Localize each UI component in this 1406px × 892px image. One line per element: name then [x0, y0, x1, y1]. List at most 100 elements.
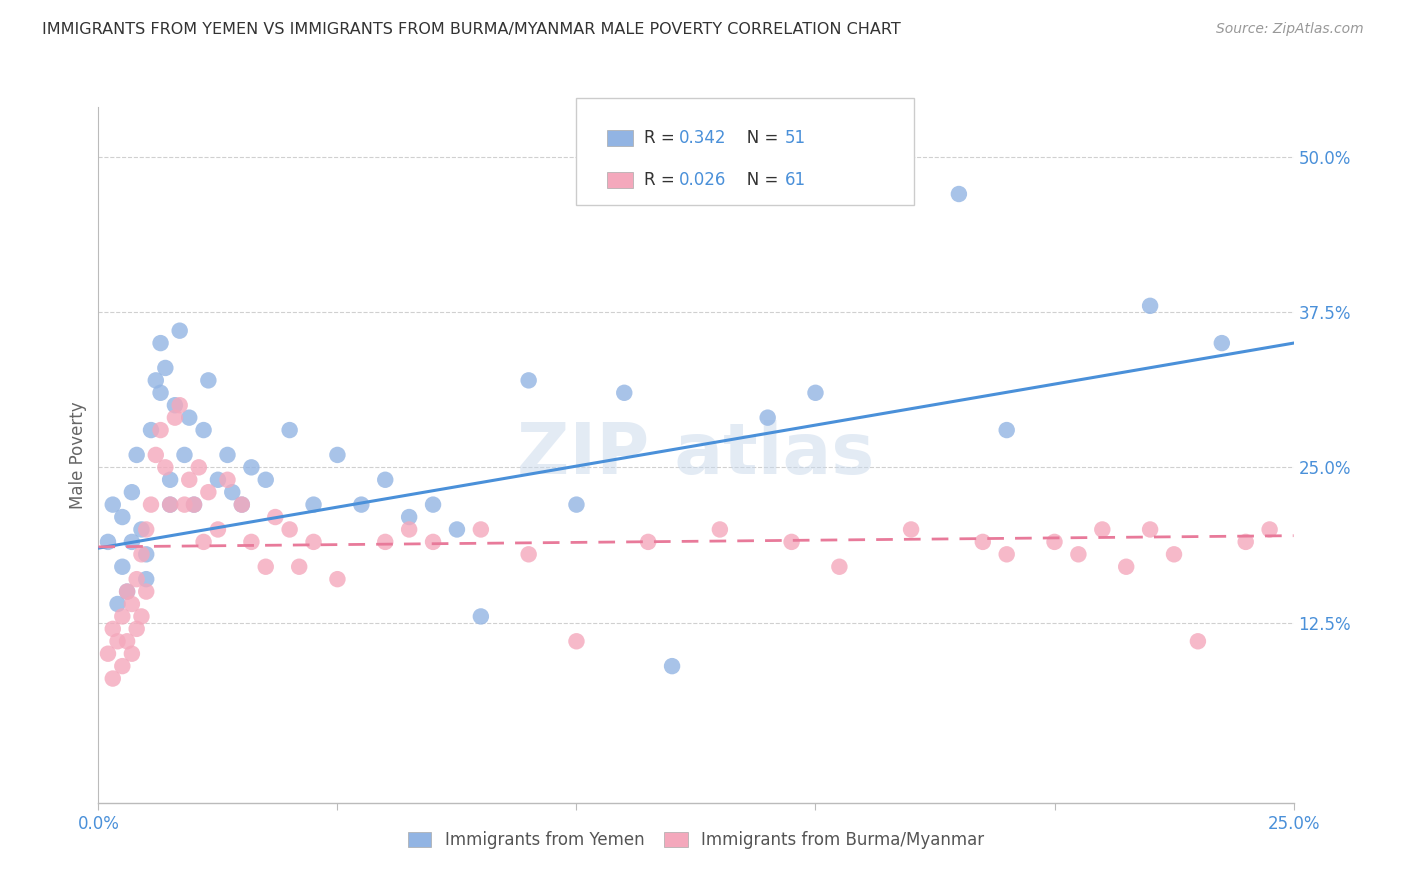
- Point: [111, 659, 134, 673]
- Point: [149, 336, 172, 351]
- Point: [1139, 523, 1161, 537]
- Point: [155, 460, 177, 475]
- Point: [183, 498, 205, 512]
- Point: [169, 398, 191, 412]
- Point: [101, 622, 124, 636]
- Point: [948, 187, 970, 202]
- Point: [231, 498, 253, 512]
- Point: [197, 485, 219, 500]
- Point: [207, 473, 229, 487]
- Text: R =: R =: [644, 171, 681, 189]
- Point: [135, 547, 157, 561]
- Point: [115, 584, 138, 599]
- Point: [240, 460, 263, 475]
- Point: [302, 534, 325, 549]
- Point: [187, 460, 209, 475]
- Point: [422, 534, 444, 549]
- Point: [115, 634, 138, 648]
- Point: [149, 423, 172, 437]
- Text: 51: 51: [785, 129, 806, 147]
- Point: [121, 534, 143, 549]
- Point: [121, 485, 143, 500]
- Point: [173, 498, 195, 512]
- Point: [517, 547, 540, 561]
- Point: [828, 559, 851, 574]
- Point: [231, 498, 253, 512]
- Point: [107, 597, 129, 611]
- Point: [97, 647, 120, 661]
- Point: [1211, 336, 1233, 351]
- Text: N =: N =: [731, 171, 783, 189]
- Point: [217, 448, 239, 462]
- Point: [565, 498, 588, 512]
- Point: [121, 647, 143, 661]
- Text: N =: N =: [731, 129, 783, 147]
- Point: [398, 510, 420, 524]
- Point: [107, 634, 129, 648]
- Point: [197, 373, 219, 387]
- Text: R =: R =: [644, 129, 681, 147]
- Point: [422, 498, 444, 512]
- Point: [1258, 523, 1281, 537]
- Point: [217, 473, 239, 487]
- Point: [972, 534, 994, 549]
- Point: [139, 498, 162, 512]
- Point: [1163, 547, 1185, 561]
- Point: [470, 609, 492, 624]
- Point: [804, 385, 827, 400]
- Point: [135, 572, 157, 586]
- Point: [125, 448, 148, 462]
- Y-axis label: Male Poverty: Male Poverty: [69, 401, 87, 508]
- Point: [169, 324, 191, 338]
- Text: Source: ZipAtlas.com: Source: ZipAtlas.com: [1216, 22, 1364, 37]
- Point: [278, 423, 301, 437]
- Point: [131, 547, 153, 561]
- Point: [613, 385, 636, 400]
- Point: [1043, 534, 1066, 549]
- Point: [111, 559, 134, 574]
- Point: [1187, 634, 1209, 648]
- Point: [179, 410, 201, 425]
- Point: [374, 473, 396, 487]
- Point: [125, 572, 148, 586]
- Point: [111, 510, 134, 524]
- Text: 61: 61: [785, 171, 806, 189]
- Point: [159, 498, 181, 512]
- Point: [97, 534, 120, 549]
- Point: [780, 534, 803, 549]
- Text: 0.342: 0.342: [679, 129, 727, 147]
- Point: [1067, 547, 1090, 561]
- Point: [179, 473, 201, 487]
- Point: [101, 498, 124, 512]
- Point: [995, 547, 1018, 561]
- Point: [221, 485, 243, 500]
- Point: [121, 597, 143, 611]
- Point: [173, 448, 195, 462]
- Point: [326, 572, 349, 586]
- Point: [1115, 559, 1137, 574]
- Point: [995, 423, 1018, 437]
- Point: [264, 510, 287, 524]
- Point: [131, 523, 153, 537]
- Point: [756, 410, 779, 425]
- Point: [183, 498, 205, 512]
- Point: [149, 385, 172, 400]
- Point: [637, 534, 659, 549]
- Point: [900, 523, 922, 537]
- Text: ZIP atlas: ZIP atlas: [517, 420, 875, 490]
- Point: [254, 559, 277, 574]
- Point: [278, 523, 301, 537]
- Point: [326, 448, 349, 462]
- Point: [163, 398, 186, 412]
- Point: [446, 523, 468, 537]
- Point: [1139, 299, 1161, 313]
- Point: [101, 672, 124, 686]
- Text: 0.026: 0.026: [679, 171, 727, 189]
- Point: [517, 373, 540, 387]
- Point: [350, 498, 373, 512]
- Point: [470, 523, 492, 537]
- Point: [155, 360, 177, 375]
- Point: [374, 534, 396, 549]
- Point: [125, 622, 148, 636]
- Point: [145, 373, 167, 387]
